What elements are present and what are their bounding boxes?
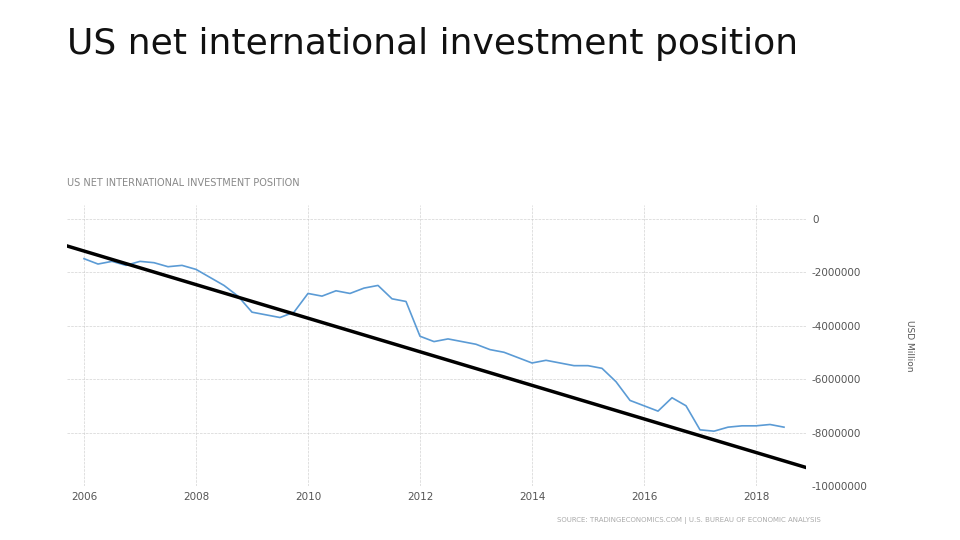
Text: SOURCE: TRADINGECONOMICS.COM | U.S. BUREAU OF ECONOMIC ANALYSIS: SOURCE: TRADINGECONOMICS.COM | U.S. BURE… — [557, 517, 821, 524]
Y-axis label: USD Million: USD Million — [905, 320, 914, 372]
Text: US net international investment position: US net international investment position — [67, 27, 799, 61]
Text: US NET INTERNATIONAL INVESTMENT POSITION: US NET INTERNATIONAL INVESTMENT POSITION — [67, 178, 300, 188]
